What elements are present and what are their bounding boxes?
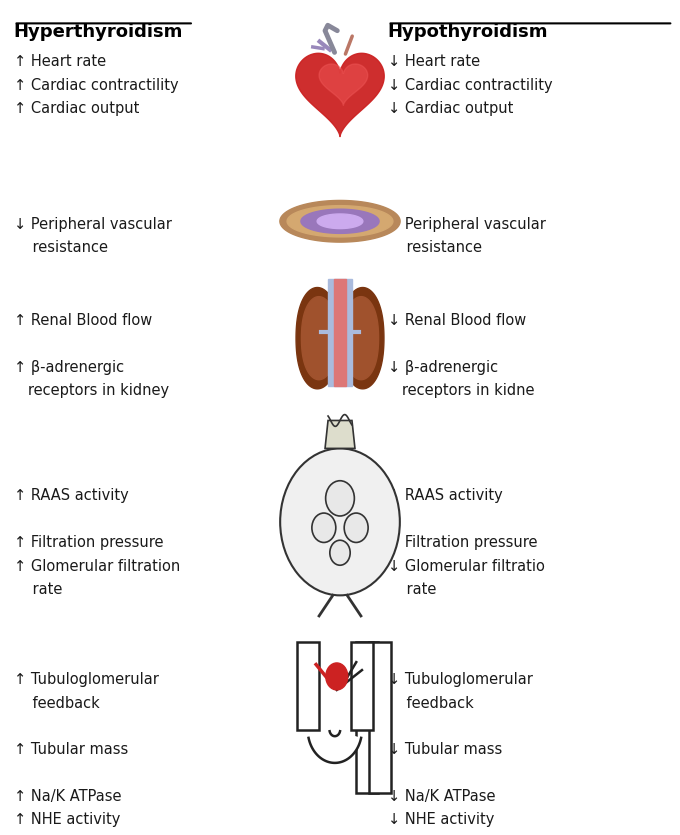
Polygon shape bbox=[342, 296, 379, 380]
Polygon shape bbox=[296, 287, 340, 389]
Circle shape bbox=[280, 448, 400, 595]
Circle shape bbox=[312, 513, 336, 543]
Text: ↑ Renal Blood flow: ↑ Renal Blood flow bbox=[14, 313, 152, 328]
Text: ↑ Tubuloglomerular: ↑ Tubuloglomerular bbox=[14, 672, 158, 687]
Text: Hyperthyroidism: Hyperthyroidism bbox=[14, 23, 183, 42]
Text: ↓ Cardiac output: ↓ Cardiac output bbox=[388, 101, 513, 116]
Circle shape bbox=[344, 513, 368, 543]
Polygon shape bbox=[296, 642, 318, 730]
Polygon shape bbox=[369, 642, 391, 793]
Polygon shape bbox=[309, 731, 361, 763]
Text: ↓ Heart rate: ↓ Heart rate bbox=[388, 54, 479, 69]
Text: ↑ β-adrenergic: ↑ β-adrenergic bbox=[14, 360, 124, 375]
Text: Hypothyroidism: Hypothyroidism bbox=[388, 23, 548, 42]
Polygon shape bbox=[334, 279, 346, 387]
Text: ↓ Glomerular filtratio: ↓ Glomerular filtratio bbox=[388, 559, 545, 574]
Text: ↓ β-adrenergic: ↓ β-adrenergic bbox=[388, 360, 498, 375]
Polygon shape bbox=[351, 642, 373, 730]
Polygon shape bbox=[319, 64, 368, 105]
Text: resistance: resistance bbox=[14, 240, 107, 256]
Text: feedback: feedback bbox=[14, 696, 99, 711]
Text: ↓ RAAS activity: ↓ RAAS activity bbox=[388, 488, 503, 504]
Text: ↓ Peripheral vascular: ↓ Peripheral vascular bbox=[14, 217, 171, 232]
Text: ↑ RAAS activity: ↑ RAAS activity bbox=[14, 488, 129, 504]
Text: ↑ NHE activity: ↑ NHE activity bbox=[14, 812, 120, 827]
Text: ↓ Tubuloglomerular: ↓ Tubuloglomerular bbox=[388, 672, 532, 687]
Text: ↑ Tubular mass: ↑ Tubular mass bbox=[14, 742, 128, 757]
Text: rate: rate bbox=[388, 582, 436, 597]
Polygon shape bbox=[317, 214, 363, 229]
Polygon shape bbox=[340, 287, 384, 389]
Text: ↑ Cardiac output: ↑ Cardiac output bbox=[14, 101, 139, 116]
Polygon shape bbox=[301, 296, 338, 380]
Polygon shape bbox=[280, 200, 400, 242]
Text: ↑ Glomerular filtration: ↑ Glomerular filtration bbox=[14, 559, 180, 574]
Text: rate: rate bbox=[14, 582, 62, 597]
Text: feedback: feedback bbox=[388, 696, 473, 711]
Text: receptors in kidney: receptors in kidney bbox=[14, 383, 169, 398]
Text: ↑ Na/K ATPase: ↑ Na/K ATPase bbox=[14, 789, 121, 804]
Polygon shape bbox=[325, 421, 355, 448]
Circle shape bbox=[326, 481, 354, 516]
Circle shape bbox=[330, 540, 350, 565]
Text: ↓ Tubular mass: ↓ Tubular mass bbox=[388, 742, 502, 757]
Polygon shape bbox=[356, 642, 378, 793]
Polygon shape bbox=[296, 53, 384, 137]
Text: ↓ Na/K ATPase: ↓ Na/K ATPase bbox=[388, 789, 495, 804]
Circle shape bbox=[326, 663, 347, 690]
Text: ↑ Filtration pressure: ↑ Filtration pressure bbox=[14, 535, 163, 550]
Polygon shape bbox=[287, 205, 393, 237]
Text: ↑ Cardiac contractility: ↑ Cardiac contractility bbox=[14, 78, 178, 93]
Text: ↓ Renal Blood flow: ↓ Renal Blood flow bbox=[388, 313, 526, 328]
Text: ↓ Cardiac contractility: ↓ Cardiac contractility bbox=[388, 78, 552, 93]
Text: ↑ Peripheral vascular: ↑ Peripheral vascular bbox=[388, 217, 545, 232]
Text: receptors in kidne: receptors in kidne bbox=[388, 383, 534, 398]
Polygon shape bbox=[328, 279, 352, 387]
Text: ↓ Filtration pressure: ↓ Filtration pressure bbox=[388, 535, 537, 550]
Text: resistance: resistance bbox=[388, 240, 481, 256]
Polygon shape bbox=[301, 210, 379, 233]
Text: ↑ Heart rate: ↑ Heart rate bbox=[14, 54, 105, 69]
Text: ↓ NHE activity: ↓ NHE activity bbox=[388, 812, 494, 827]
